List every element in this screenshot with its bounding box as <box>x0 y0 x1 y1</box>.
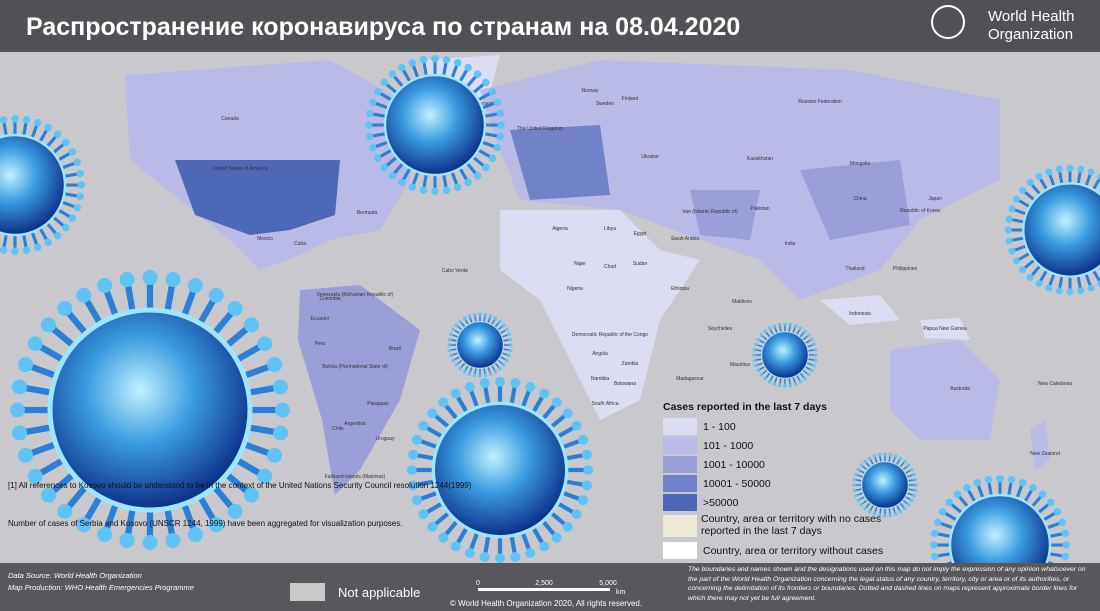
country-label: Australia <box>950 386 970 392</box>
country-label: South Africa <box>592 401 619 407</box>
country-label: Indonesia <box>849 311 871 317</box>
legend-swatch <box>663 456 697 473</box>
legend-label: Country, area or territory with no cases… <box>701 513 882 537</box>
disclaimer: The boundaries and names shown and the d… <box>688 566 1086 602</box>
country-label: Venezuela (Bolivarian Republic of) <box>317 292 394 298</box>
country-label: Peru <box>315 341 326 347</box>
title-bar <box>0 0 1100 52</box>
country-label: Bolivia (Plurinational State of) <box>322 364 388 370</box>
country-label: Chad <box>604 264 616 270</box>
country-label: Nigeria <box>567 286 583 292</box>
legend-label: 1001 - 10000 <box>703 459 765 471</box>
country-label: Mexico <box>257 236 273 242</box>
country-label: The United Kingdom <box>517 126 563 132</box>
country-label: Ecuador <box>311 316 330 322</box>
legend-label: >50000 <box>703 497 738 509</box>
country-label: United States of America <box>212 166 267 172</box>
not-applicable-swatch <box>290 583 325 601</box>
country-label: Republic of Korea <box>900 208 940 214</box>
logo-text: Organization <box>988 26 1073 43</box>
country-label: Colombia <box>319 296 340 302</box>
country-label: India <box>785 241 796 247</box>
country-label: Kazakhstan <box>747 156 773 162</box>
legend-swatch <box>663 418 697 435</box>
country-label: Finland <box>622 96 639 102</box>
country-label: Seychelles <box>708 326 733 332</box>
country-label: China <box>853 196 866 202</box>
country-label: Paraguay <box>367 401 389 407</box>
country-label: Algeria <box>552 226 568 232</box>
scale-unit: km <box>616 589 626 596</box>
country-label: Russian Federation <box>798 99 842 105</box>
country-label: Sudan <box>633 261 648 267</box>
scale-label: 5,000 <box>599 580 617 587</box>
country-label: Uruguay <box>376 436 395 442</box>
country-label: Brazil <box>389 346 402 352</box>
scale-label: 2,500 <box>535 580 553 587</box>
map-production: Map Production: WHO Health Emergencies P… <box>8 583 194 592</box>
who-emblem <box>931 5 965 39</box>
country-label: Niger <box>574 261 586 267</box>
country-label: Libya <box>604 226 616 232</box>
copyright: © World Health Organization 2020, All ri… <box>450 599 642 608</box>
scale-label: 0 <box>476 580 480 587</box>
country-label: Ethiopia <box>671 286 689 292</box>
country-label: Falkland Islands (Malvinas) <box>325 474 386 480</box>
country-label: Mongolia <box>850 161 871 167</box>
legend-label: 10001 - 50000 <box>703 478 771 490</box>
country-label: Argentina <box>344 421 366 427</box>
legend-swatch <box>663 437 697 454</box>
disclaimer-box: The boundaries and names shown and the d… <box>688 566 1086 602</box>
legend-label: Country, area or territory without cases <box>703 545 883 557</box>
legend-label: 101 - 1000 <box>703 440 753 452</box>
country-label: New Caledonia <box>1038 381 1072 387</box>
legend: Cases reported in the last 7 days 1 - 10… <box>663 401 883 559</box>
legend-swatch <box>663 542 697 559</box>
logo-text: World Health <box>988 8 1074 25</box>
country-label: Democratic Republic of the Congo <box>572 332 648 338</box>
country-label: Mauritius <box>730 362 751 368</box>
legend-swatch <box>663 475 697 492</box>
country-label: Canada <box>221 116 239 122</box>
country-label: Maldives <box>732 299 752 305</box>
country-label: Pakistan <box>750 206 769 212</box>
country-label: Thailand <box>845 266 864 272</box>
country-label: Saudi Arabia <box>671 236 700 242</box>
country-label: Bermuda <box>357 210 378 216</box>
country-label: Papua New Guinea <box>923 326 967 332</box>
country-label: Japan <box>928 196 942 202</box>
not-applicable-label: Not applicable <box>338 585 420 600</box>
footer <box>0 563 1100 611</box>
country-label: Chile <box>332 426 344 432</box>
country-label: Egypt <box>634 231 647 237</box>
legend-swatch <box>663 494 697 511</box>
country-label: Botswana <box>614 381 636 387</box>
country-label: Philippines <box>893 266 918 272</box>
note: [1] All references to Kosovo should be u… <box>8 481 472 490</box>
country-label: Namibia <box>591 376 610 382</box>
data-source: Data Source: World Health Organization <box>8 571 142 580</box>
country-label: New Zealand <box>1030 451 1060 457</box>
legend-swatch <box>663 515 697 537</box>
country-label: Cuba <box>294 241 306 247</box>
scale-bar <box>478 588 610 591</box>
country-label: Sweden <box>596 101 614 107</box>
country-label: Madagascar <box>676 376 704 382</box>
legend-label: 1 - 100 <box>703 421 736 433</box>
country-labels: Canada United States of America Mexico Cuba… <box>212 88 1072 480</box>
country-label: Zambia <box>622 361 639 367</box>
country-label: Norway <box>582 88 599 94</box>
country-label: Ukraine <box>641 154 658 160</box>
country-label: Cabo Verde <box>442 268 469 274</box>
legend-title: Cases reported in the last 7 days <box>663 401 827 413</box>
country-label: Iran (Islamic Republic of) <box>682 209 738 215</box>
land <box>125 55 1050 495</box>
title: Распространение коронавируса по странам … <box>26 13 740 41</box>
legend-label-box: Country, area or territory with no cases… <box>701 513 882 537</box>
country-label: Angola <box>592 351 608 357</box>
note: Number of cases of Serbia and Kosovo (UN… <box>8 519 402 528</box>
